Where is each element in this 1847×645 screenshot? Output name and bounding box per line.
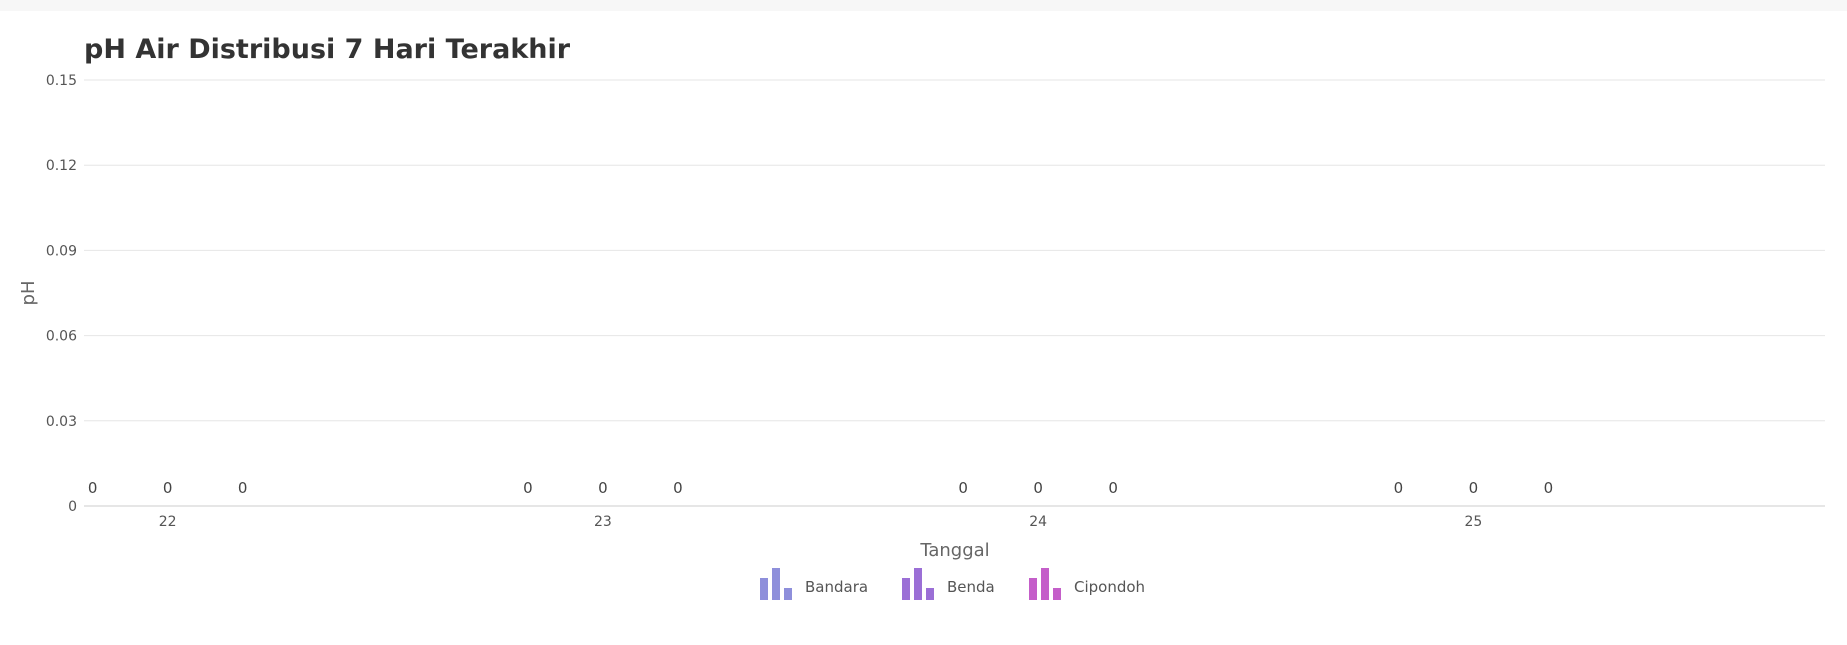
legend: Bandara Benda Cipondoh (760, 568, 1145, 600)
legend-label: Cipondoh (1074, 578, 1145, 596)
bar-chart-icon (902, 578, 910, 600)
legend-item-benda[interactable]: Benda (902, 568, 995, 600)
y-axis-title: pH (18, 281, 39, 306)
y-tick-label: 0 (68, 499, 77, 515)
bar-chart-icon (1053, 588, 1061, 600)
x-tick-label: 25 (1464, 514, 1482, 530)
y-tick-label: 0.15 (46, 73, 77, 89)
bar-chart-icon (1029, 578, 1037, 600)
grid-lines (84, 79, 1825, 507)
y-axis-ticks: 0 0.03 0.06 0.09 0.12 0.15 (46, 73, 77, 515)
y-tick-label: 0.09 (46, 243, 77, 259)
legend-item-cipondoh[interactable]: Cipondoh (1029, 568, 1145, 600)
data-label: 0 (88, 479, 98, 497)
y-tick-label: 0.12 (46, 158, 77, 174)
bar-chart-icon (784, 588, 792, 600)
bar-chart-icon (1041, 568, 1049, 600)
data-label: 0 (1108, 479, 1118, 497)
data-label: 0 (163, 479, 173, 497)
x-axis-ticks: 22 23 24 25 (159, 514, 1483, 530)
bar-chart-icon (914, 568, 922, 600)
x-tick-label: 22 (159, 514, 177, 530)
y-tick-label: 0.06 (46, 329, 77, 345)
bar-chart-icon (760, 578, 768, 600)
data-label: 0 (1544, 479, 1554, 497)
x-tick-label: 23 (594, 514, 612, 530)
data-label: 0 (1469, 479, 1479, 497)
data-label: 0 (1394, 479, 1404, 497)
data-label: 0 (598, 479, 608, 497)
chart-card (0, 11, 1847, 645)
legend-label: Bandara (805, 578, 868, 596)
data-label: 0 (238, 479, 248, 497)
x-tick-label: 24 (1029, 514, 1047, 530)
legend-label: Benda (947, 578, 995, 596)
bar-chart-icon (926, 588, 934, 600)
top-bar (0, 0, 1847, 11)
data-labels: 0 0 0 0 0 0 0 0 0 0 0 0 (88, 479, 1553, 497)
chart-title: pH Air Distribusi 7 Hari Terakhir (84, 34, 571, 65)
data-label: 0 (673, 479, 683, 497)
data-label: 0 (1033, 479, 1043, 497)
y-tick-label: 0.03 (46, 414, 77, 430)
legend-item-bandara[interactable]: Bandara (760, 568, 868, 600)
data-label: 0 (958, 479, 968, 497)
data-label: 0 (523, 479, 533, 497)
bar-chart-icon (772, 568, 780, 600)
x-axis-title: Tanggal (919, 540, 989, 561)
